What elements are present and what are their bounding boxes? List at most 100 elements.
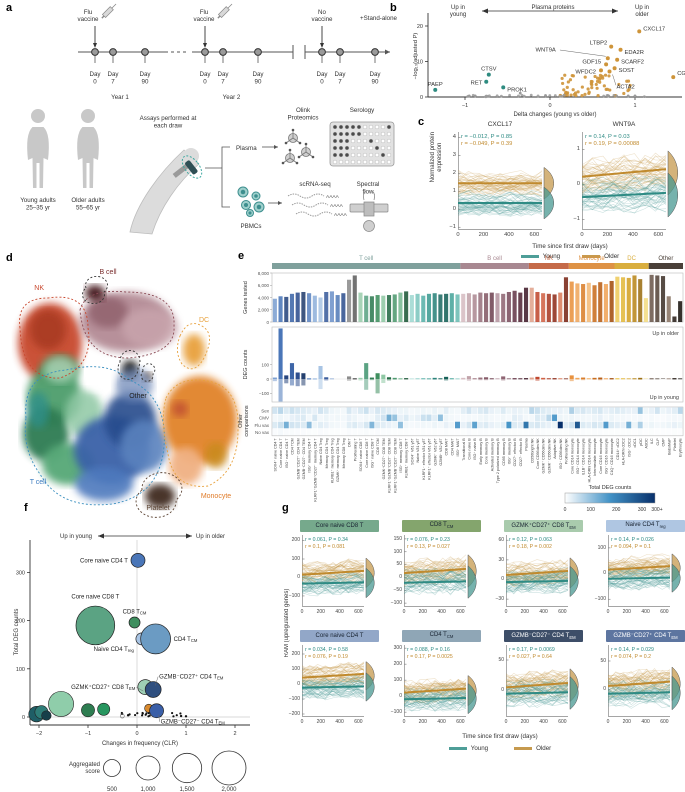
- heat-cell: [614, 421, 620, 429]
- heat-cell: [534, 407, 540, 414]
- heat-cell: [671, 414, 677, 422]
- g-legend-label-young: Young: [470, 745, 489, 752]
- panel-g-legend: Young Older: [400, 745, 600, 752]
- heat-cell: [643, 414, 649, 422]
- scrna-label: scRNA-seq: [299, 181, 331, 188]
- heat-cell: [574, 407, 580, 414]
- heat-cell: [443, 428, 449, 436]
- heat-cell: [300, 428, 306, 436]
- heat-cell: [318, 428, 324, 436]
- heat-cell: [483, 407, 489, 414]
- bubble-gzmb-cd27-cd4-t: [149, 703, 164, 719]
- deg-down-bar: [421, 379, 426, 380]
- celltype-axis-label: GZMK⁺ memory CD4 Treg: [336, 438, 340, 482]
- spaghetti-canvas: [404, 645, 479, 717]
- panel-g-plot-5: CD4 TCMr = 0.088, P = 0.16r = 0.17, P = …: [384, 627, 483, 733]
- deg-up-bar: [575, 377, 580, 379]
- syringe-icon: [101, 3, 117, 19]
- assays-caption: Assays performed at each draw: [140, 115, 197, 130]
- deg-down-bar: [289, 379, 295, 386]
- heat-cell: [352, 414, 358, 422]
- bubble-label: Core naive CD8 T: [71, 594, 119, 600]
- genes-bar: [501, 293, 506, 322]
- group-label: NK: [545, 256, 553, 262]
- plot-title: Core naive CD4 T: [300, 630, 379, 642]
- genes-bar: [660, 276, 666, 322]
- heat-cell: [523, 414, 529, 422]
- genes-bar: [364, 295, 369, 322]
- deg-up-bar: [364, 363, 369, 379]
- plot-title: GZMB⁻CD27⁺ CD4 TEM: [606, 630, 685, 642]
- protein-label: CGA: [677, 71, 685, 77]
- panel-g-plot-1: CD8 TCMr = 0.076, P = 0.23r = 0.13, P = …: [384, 517, 483, 623]
- celltype-label-dc: DC: [199, 317, 209, 324]
- heat-cell: [477, 428, 483, 436]
- group-label: T cell: [359, 256, 373, 262]
- celltype-axis-label: Platelet: [673, 438, 677, 450]
- svg-text:300: 300: [16, 570, 25, 576]
- heat-cell: [432, 428, 438, 436]
- celltype-axis-label: BaEoMaP: [667, 438, 671, 455]
- deg-down-bar: [581, 379, 586, 381]
- g-legend-label-older: Older: [536, 745, 552, 752]
- heat-cell: [335, 428, 341, 436]
- svg-text:2,000: 2,000: [221, 787, 237, 792]
- protein-label: CXCL17: [643, 26, 665, 32]
- genes-bar: [381, 295, 386, 322]
- heat-cell: [357, 428, 363, 436]
- heat-cell: [455, 407, 461, 414]
- genes-bar: [512, 290, 517, 322]
- group-label: B cell: [487, 256, 502, 262]
- protein-point: [671, 75, 676, 80]
- celltype-axis-label: Core CD56dim NK: [536, 438, 540, 469]
- deg-up-bar: [461, 377, 466, 379]
- svg-text:2,000: 2,000: [258, 308, 270, 313]
- heat-cell: [586, 421, 592, 429]
- svg-text:0: 0: [22, 715, 25, 721]
- celltype-axis-label: KLRF1⁺GZMB⁺CD27⁻ memory CD4 T: [313, 438, 317, 502]
- genes-bar: [632, 275, 637, 322]
- deg-up-bar: [672, 378, 677, 379]
- heat-cell: [323, 421, 329, 429]
- bubble-cd4-t: [140, 623, 171, 655]
- genes-bar: [404, 291, 409, 322]
- deg-up-bar: [523, 378, 529, 379]
- genes-bar: [461, 293, 466, 322]
- deg-up-bar: [358, 377, 363, 379]
- celltype-axis-label: KLRB1⁺ memory CD8 T: [405, 438, 409, 478]
- day-label: Day 0: [199, 71, 211, 86]
- heat-cell: [666, 421, 672, 429]
- genes-bar: [518, 292, 523, 322]
- heat-cell: [626, 407, 632, 414]
- celltype-axis-label: CD14⁺ cDC2: [616, 438, 620, 460]
- heat-cell: [397, 421, 403, 429]
- panel-g-xlabel: Time since first draw (days): [462, 733, 538, 740]
- genes-bar: [489, 292, 494, 322]
- size-legend-circle: [211, 750, 247, 786]
- f-up-older: Up in older: [196, 534, 225, 540]
- bubble-label: GZMK⁺CD27⁺ CD8 TEM: [71, 684, 136, 691]
- heat-cell: [295, 421, 301, 429]
- panel-f-xlabel: Changes in frequency (CLR): [102, 741, 178, 747]
- heat-cell: [466, 407, 472, 414]
- deg-up-bar: [426, 378, 432, 379]
- genes-bar: [541, 293, 546, 322]
- celltype-axis-label: ILC: [650, 438, 654, 444]
- deg-up-bar: [649, 378, 654, 379]
- heat-cell: [300, 421, 306, 429]
- protein-label: SOST: [619, 68, 635, 74]
- heat-cell: [369, 414, 375, 422]
- celltype-label-monocyte: Monocyte: [201, 493, 231, 500]
- heat-row-label: Flu vax: [254, 423, 269, 428]
- svg-text:6,000: 6,000: [258, 283, 270, 288]
- deg-up-bar: [347, 376, 352, 379]
- deg-down-bar: [438, 379, 443, 380]
- heat-cell: [666, 428, 672, 436]
- heat-cell: [506, 407, 512, 414]
- heat-cell: [272, 407, 278, 414]
- deg-down-bar: [609, 379, 614, 380]
- bubble-core-naive-cd4-t: [130, 552, 146, 568]
- heat-cell: [272, 421, 278, 429]
- svg-text:−1: −1: [462, 103, 468, 109]
